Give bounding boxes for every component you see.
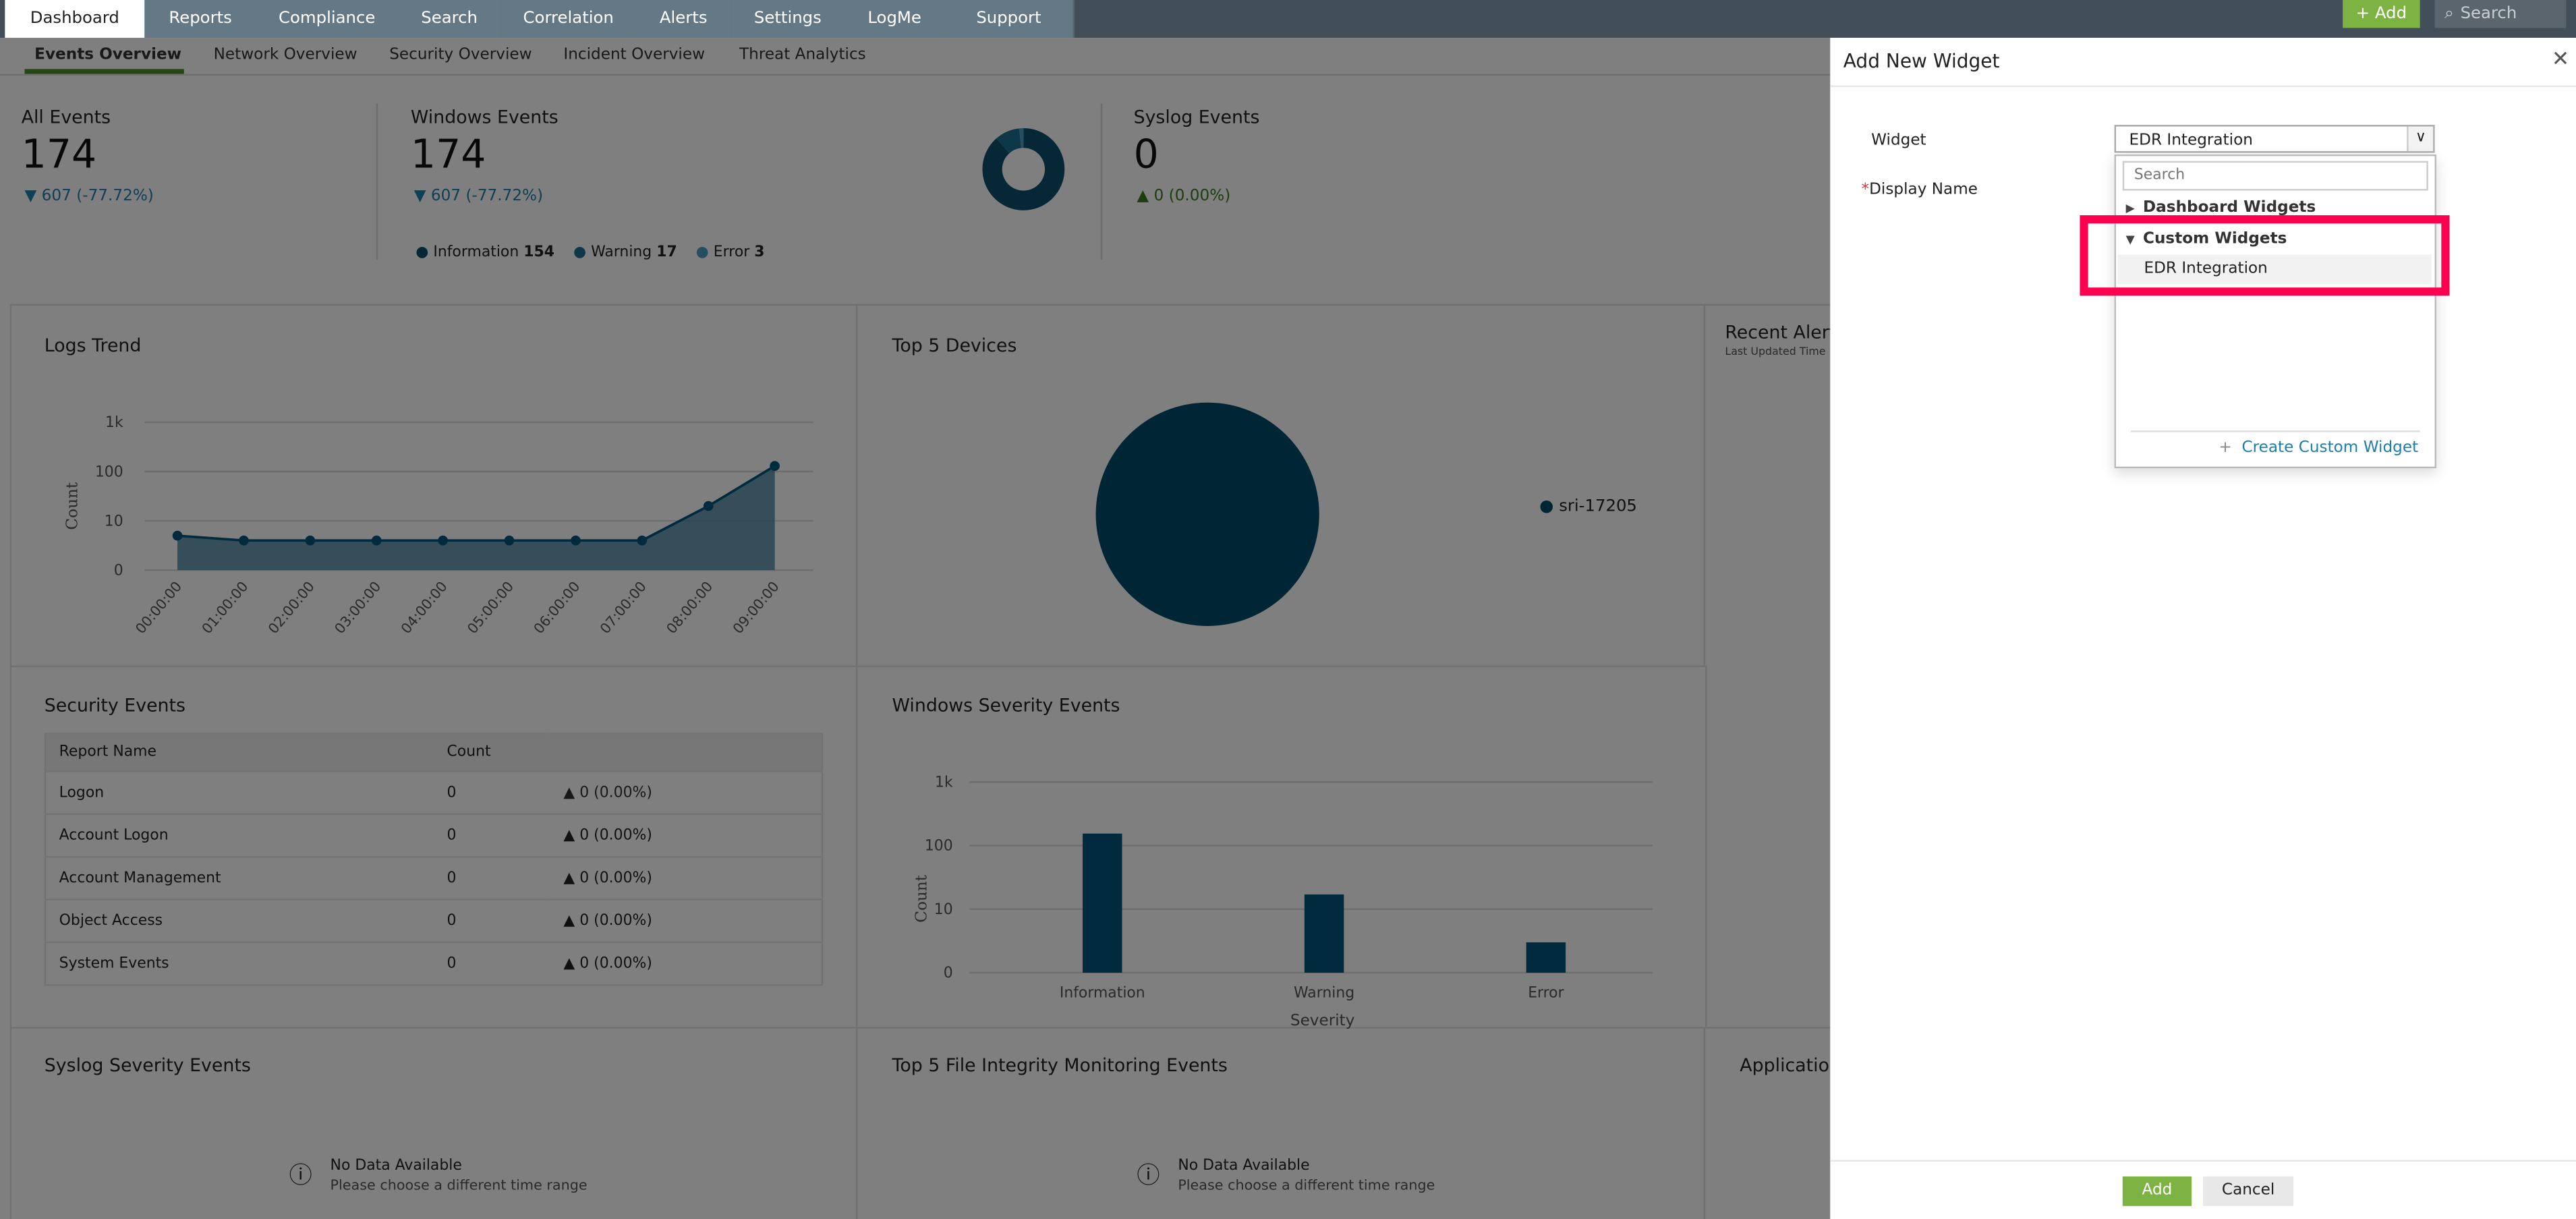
tab-settings[interactable]: Settings	[731, 0, 847, 38]
group-custom-widgets[interactable]: ▼ Custom Widgets	[2126, 230, 2287, 248]
tab-reports[interactable]: Reports	[144, 0, 258, 38]
tab-search[interactable]: Search	[397, 0, 503, 38]
group-label: Dashboard Widgets	[2142, 198, 2316, 217]
tab-correlation[interactable]: Correlation	[500, 0, 638, 38]
close-icon[interactable]: ✕	[2551, 47, 2570, 73]
drawer-title: Add New Widget	[1843, 49, 2000, 73]
divider	[2130, 430, 2420, 432]
caret-down-icon: ▼	[2125, 233, 2135, 247]
global-search[interactable]: ⌕ Search	[2434, 0, 2567, 28]
tab-support[interactable]: Support	[944, 0, 1075, 38]
add-label: Add	[2374, 5, 2407, 24]
top-nav: Dashboard Reports Compliance Search Corr…	[0, 0, 2576, 38]
display-name-label: *Display Name	[1862, 181, 1978, 199]
selected-value: EDR Integration	[2129, 131, 2253, 150]
chevron-down-icon[interactable]: ∨	[2407, 126, 2434, 152]
group-dashboard-widgets[interactable]: ▶ Dashboard Widgets	[2126, 199, 2316, 217]
add-button[interactable]: + Add	[2343, 0, 2420, 28]
create-custom-widget-link[interactable]: + Create Custom Widget	[2219, 438, 2418, 457]
highlight-box	[2080, 215, 2450, 296]
option-edr-integration[interactable]: EDR Integration	[2117, 254, 2432, 285]
plus-icon: +	[2355, 5, 2375, 24]
add-widget-button[interactable]: Add	[2122, 1176, 2192, 1206]
tab-dashboard[interactable]: Dashboard	[5, 0, 146, 38]
tab-logme[interactable]: LogMe	[844, 0, 946, 38]
required-mark: *	[1861, 180, 1870, 199]
display-name-text: Display Name	[1869, 180, 1978, 199]
widget-select[interactable]: EDR Integration ∨	[2114, 125, 2435, 153]
divider	[1830, 85, 2576, 88]
search-icon: ⌕	[2444, 5, 2454, 24]
widget-dropdown: ▶ Dashboard Widgets ▼ Custom Widgets EDR I…	[2114, 154, 2436, 469]
create-label: Create Custom Widget	[2241, 438, 2419, 457]
dropdown-search-input[interactable]	[2122, 161, 2428, 191]
cancel-button[interactable]: Cancel	[2203, 1176, 2294, 1206]
add-widget-drawer: Add New Widget ✕ Widget *Display Name ED…	[1830, 38, 2576, 1219]
plus-icon: +	[2219, 438, 2232, 457]
group-label: Custom Widgets	[2142, 229, 2287, 248]
tab-compliance[interactable]: Compliance	[256, 0, 399, 38]
divider	[1830, 1160, 2576, 1162]
caret-right-icon: ▶	[2125, 202, 2135, 216]
widget-label: Widget	[1871, 131, 1926, 150]
tab-alerts[interactable]: Alerts	[635, 0, 733, 38]
search-placeholder: Search	[2460, 5, 2517, 24]
